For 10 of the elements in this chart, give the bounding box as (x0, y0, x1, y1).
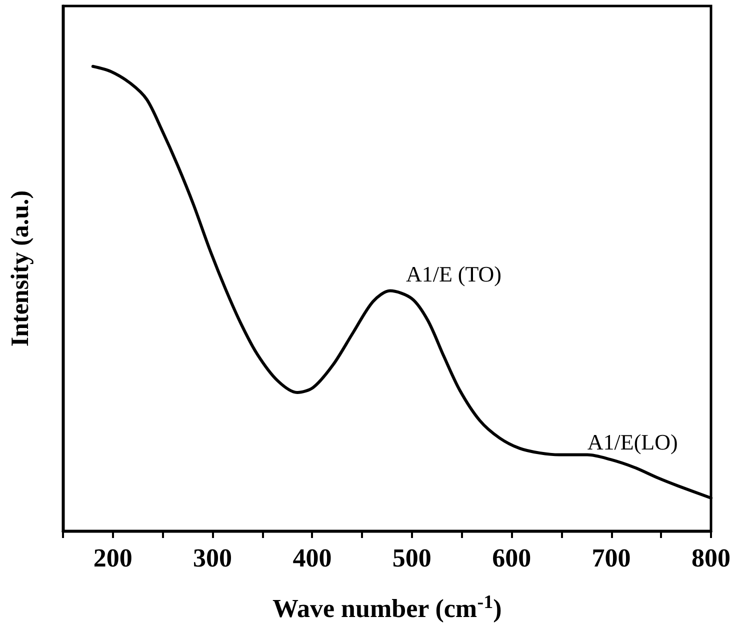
x-tick-label: 600 (492, 544, 532, 572)
x-tick-label: 200 (93, 544, 132, 572)
x-tick-label: 400 (292, 544, 332, 572)
annotation: A1/E(LO) (587, 429, 678, 454)
x-tick-label: 500 (392, 544, 432, 572)
x-tick-label: 800 (692, 544, 730, 572)
x-tick-label: 300 (193, 544, 232, 572)
x-tick-label: 700 (592, 544, 631, 572)
annotation: A1/E (TO) (406, 261, 502, 286)
y-axis-title: Intensity (a.u.) (7, 190, 34, 347)
